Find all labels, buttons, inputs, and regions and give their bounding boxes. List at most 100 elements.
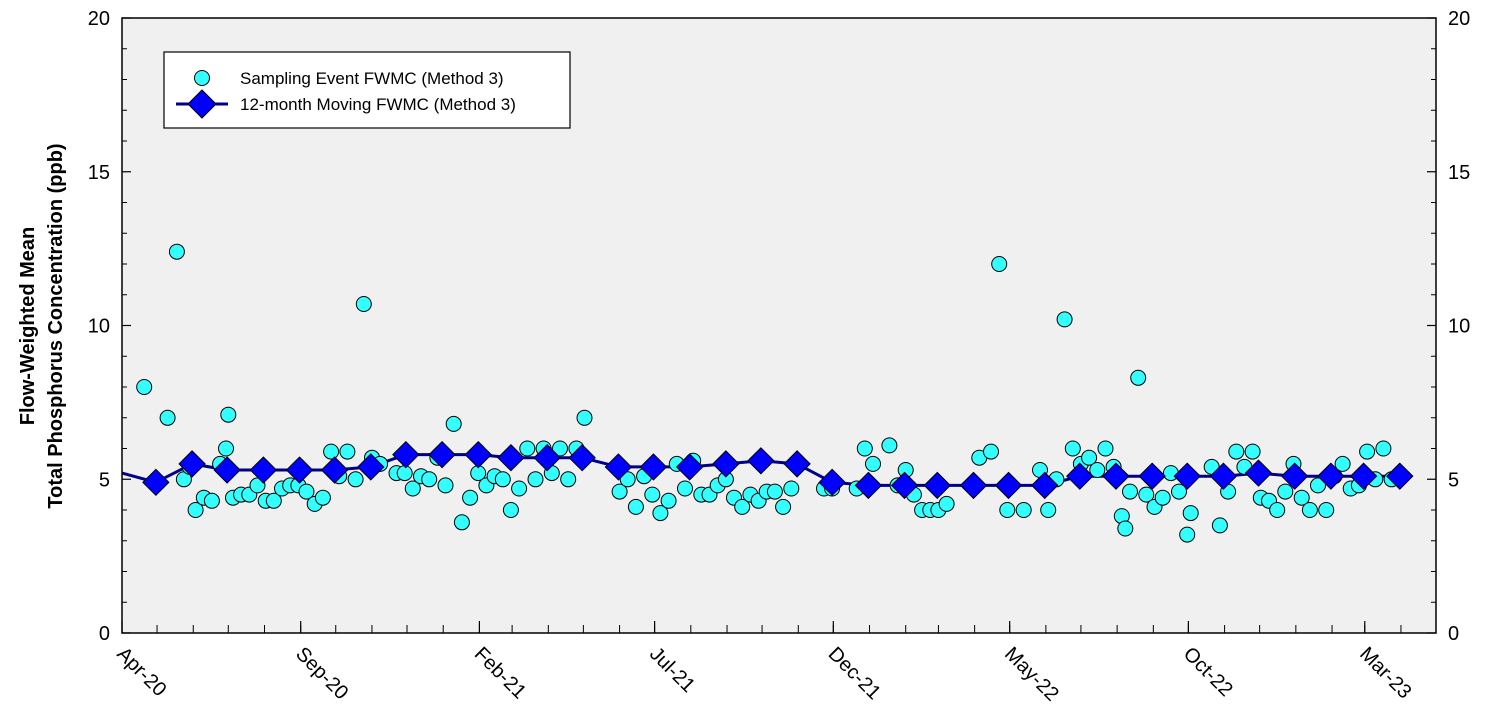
scatter-point — [660, 492, 677, 509]
x-tick-label: Oct-22 — [1179, 643, 1237, 701]
moving-fwmc-diamond — [639, 453, 668, 481]
scatter-point — [1244, 443, 1261, 460]
y-axis-title-line1: Flow-Weighted Mean — [17, 227, 39, 426]
scatter-point — [677, 480, 693, 497]
scatter-point — [1122, 483, 1138, 500]
y-tick-label-left: 15 — [88, 162, 110, 184]
moving-fwmc-diamond — [1349, 462, 1378, 490]
moving-fwmc-diamond — [320, 456, 349, 484]
moving-fwmc-diamond — [675, 453, 704, 481]
scatter-point — [347, 471, 364, 488]
scatter-point — [1117, 520, 1134, 537]
scatter-point — [1089, 462, 1106, 478]
scatter-point — [1301, 502, 1318, 518]
x-tick-label: Feb-21 — [470, 643, 530, 703]
scatter-point — [437, 477, 454, 494]
moving-fwmc-diamond — [1317, 462, 1345, 490]
moving-fwmc-diamond-series — [142, 440, 1414, 500]
moving-fwmc-diamond — [1138, 462, 1166, 490]
scatter-point — [1277, 483, 1294, 500]
y-tick-label-right: 5 — [1448, 469, 1459, 491]
legend-box — [163, 51, 571, 129]
moving-fwmc-diamond — [747, 447, 775, 475]
scatter-point — [159, 409, 176, 426]
scatter-point — [652, 505, 669, 522]
scatter-point — [999, 502, 1016, 518]
moving-fwmc-diamond — [285, 456, 314, 484]
x-tick-label: Sep-20 — [291, 643, 352, 704]
moving-fwmc-diamond — [533, 444, 561, 472]
scatter-point — [396, 465, 413, 482]
scatter-point — [453, 514, 470, 531]
scatter-point — [339, 443, 356, 460]
scatter-point — [404, 480, 421, 497]
scatter-point — [1056, 311, 1073, 328]
legend-line-label: 12-month Moving FWMC (Method 3) — [240, 95, 516, 114]
scatter-point — [1228, 443, 1245, 460]
scatter-point — [203, 492, 220, 509]
scatter-point — [494, 471, 511, 488]
y-axis-title: Flow-Weighted Mean Total Phosphorus Conc… — [17, 143, 67, 508]
moving-fwmc-diamond — [1244, 459, 1273, 487]
scatter-point — [1171, 483, 1187, 500]
legend-scatter-marker — [194, 70, 210, 86]
moving-fwmc-diamond — [818, 468, 846, 497]
scatter-point — [1064, 440, 1081, 457]
scatter-point — [355, 296, 372, 312]
sampling-event-scatter-series — [136, 243, 1400, 543]
scatter-point — [1269, 502, 1286, 518]
scatter-point — [1293, 489, 1310, 506]
y-tick-label-right: 0 — [1448, 623, 1459, 645]
moving-fwmc-diamond — [994, 471, 1023, 500]
moving-fwmc-diamond — [464, 440, 492, 469]
scatter-point — [1179, 526, 1196, 543]
plot-frame — [121, 17, 1437, 634]
scatter-point — [619, 471, 636, 488]
scatter-point — [1359, 443, 1376, 460]
x-tick-label: Dec-21 — [824, 643, 885, 704]
scatter-point — [560, 471, 577, 488]
scatter-point — [511, 480, 528, 497]
scatter-point — [1318, 502, 1335, 518]
moving-fwmc-diamond — [568, 444, 596, 472]
moving-fwmc-diamond — [497, 444, 525, 472]
scatter-point — [734, 498, 751, 515]
moving-fwmc-diamond — [854, 471, 883, 500]
scatter-point — [865, 455, 881, 472]
moving-fwmc-diamond — [923, 471, 951, 500]
x-tick-label: Jul-21 — [645, 643, 699, 697]
x-tick-label: Apr-20 — [112, 643, 170, 701]
scatter-point — [218, 440, 234, 457]
moving-fwmc-diamond — [890, 471, 919, 500]
scatter-point — [1154, 489, 1171, 506]
scatter-point — [1375, 440, 1392, 457]
moving-fwmc-diamond — [712, 450, 740, 478]
moving-fwmc-diamond — [178, 450, 206, 478]
scatter-point — [1211, 517, 1228, 534]
scatter-point — [783, 480, 800, 497]
y-tick-label-right: 10 — [1448, 316, 1470, 338]
scatter-point — [314, 489, 331, 506]
x-tick-label: May-22 — [1000, 643, 1063, 706]
scatter-point — [1182, 505, 1199, 522]
moving-fwmc-diamond — [604, 453, 633, 481]
moving-fwmc-diamond — [213, 456, 241, 484]
scatter-point — [991, 256, 1008, 272]
moving-fwmc-diamond — [783, 450, 811, 478]
legend-diamond-marker — [187, 89, 217, 119]
scatter-point — [1097, 440, 1114, 457]
scatter-point — [445, 415, 462, 432]
y-axis-title-line2: Total Phosphorus Concentration (ppb) — [45, 143, 67, 508]
scatter-point — [298, 483, 315, 500]
x-tick-label: Mar-23 — [1355, 643, 1415, 703]
moving-fwmc-diamond — [142, 468, 170, 497]
moving-fwmc-diamond — [357, 453, 385, 481]
moving-fwmc-diamond — [959, 471, 988, 500]
y-tick-label-left: 10 — [88, 316, 110, 338]
scatter-point — [1334, 455, 1351, 472]
scatter-point — [983, 443, 999, 460]
scatter-point — [519, 440, 536, 457]
scatter-point — [775, 498, 792, 515]
y-tick-label-left: 0 — [99, 623, 110, 645]
